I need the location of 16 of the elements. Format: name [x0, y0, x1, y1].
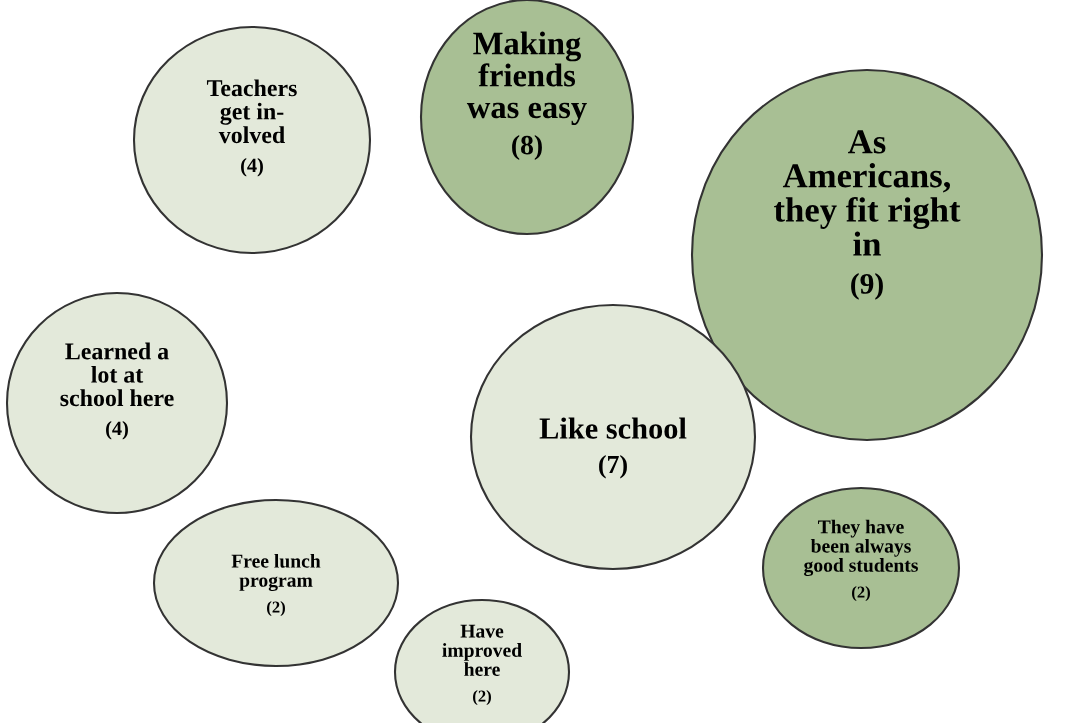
category-label: Have improved here — [442, 624, 522, 677]
category-label: Like school — [539, 417, 687, 439]
data-label: (7) — [599, 455, 627, 479]
category-label: Learned a lot at school here — [60, 342, 174, 407]
data-label: (8) — [512, 135, 542, 161]
data-label: (2) — [267, 601, 285, 617]
category-label: As Americans, they fit right in — [774, 130, 961, 256]
category-label: Making friends was easy — [466, 31, 587, 125]
category-label: They have been always good students — [804, 519, 918, 576]
data-label: (4) — [241, 158, 263, 177]
category-label: Teachers get in- volved — [206, 79, 297, 144]
data-label: (4) — [106, 421, 128, 440]
data-label: (9) — [851, 273, 883, 300]
category-label: Free lunch program — [231, 553, 321, 591]
data-label: (2) — [473, 690, 491, 706]
data-label: (2) — [852, 586, 870, 602]
